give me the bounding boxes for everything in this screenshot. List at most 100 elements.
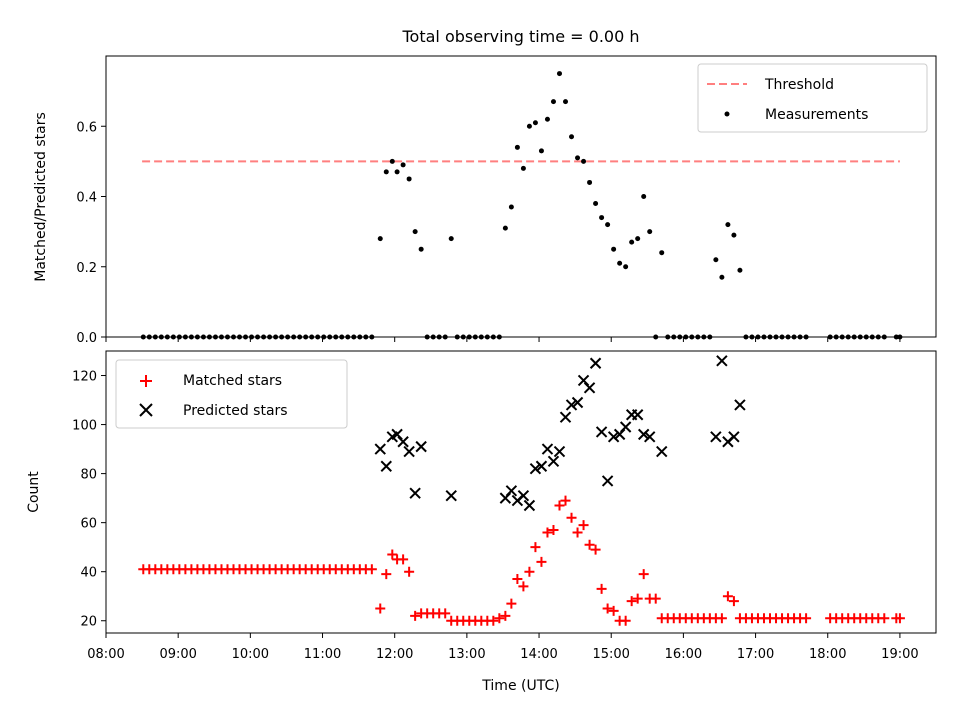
predicted-star-points — [374, 355, 746, 512]
bottom-y-axis: 20 40 60 80 100 120 — [72, 370, 106, 630]
x-tick-label: 10:00 — [232, 647, 269, 662]
matched-star-point — [554, 500, 565, 511]
predicted-star-point — [583, 382, 596, 394]
bottom-x-axis: 08:00 09:00 10:00 11:00 12:00 13:00 14:00 15:00… — [87, 633, 919, 662]
measurement-point — [575, 155, 581, 161]
matched-star-point — [542, 527, 553, 538]
predicted-star-point — [541, 443, 554, 455]
matched-star-point — [608, 605, 619, 616]
matched-star-point — [728, 596, 739, 607]
predicted-star-point — [535, 460, 548, 472]
measurement-point — [581, 158, 587, 164]
measurement-point — [611, 246, 617, 252]
matched-star-point — [626, 596, 637, 607]
measurement-point — [641, 194, 647, 199]
legend-threshold-label: Threshold — [764, 77, 834, 93]
predicted-star-point — [517, 489, 530, 502]
predicted-star-point — [529, 462, 542, 475]
matched-star-point — [488, 615, 499, 626]
measurement-point — [400, 162, 406, 168]
legend-matched-swatch — [140, 375, 152, 387]
predicted-star-point — [565, 399, 578, 411]
bottom-y-tick-label: 40 — [80, 566, 97, 581]
measurement-point — [623, 264, 629, 270]
predicted-star-point — [380, 460, 392, 472]
measurement-point — [538, 148, 544, 154]
x-tick-label: 12:00 — [376, 647, 413, 662]
x-tick-label: 13:00 — [448, 647, 485, 662]
bottom-legend: Matched stars Predicted stars — [115, 359, 348, 429]
matched-star-point — [632, 593, 643, 604]
matched-star-point — [638, 569, 649, 580]
measurement-point — [659, 250, 665, 256]
bottom-y-tick-label: 100 — [72, 419, 97, 434]
matched-star-point — [536, 556, 547, 567]
measurement-point — [599, 215, 605, 221]
measurement-point — [719, 274, 725, 280]
x-tick-label: 14:00 — [520, 647, 557, 662]
matched-star-point — [500, 610, 511, 621]
matched-star-point — [578, 520, 589, 531]
matched-star-point — [381, 569, 392, 580]
predicted-star-point — [728, 431, 740, 443]
x-tick-label: 08:00 — [87, 647, 124, 662]
measurement-point — [617, 260, 623, 266]
measurement-point — [647, 229, 653, 235]
bottom-y-axis-label: Count — [26, 471, 42, 513]
predicted-star-point — [601, 475, 614, 487]
measurement-point — [725, 222, 731, 228]
predicted-star-point — [644, 431, 656, 443]
matched-star-point — [716, 613, 727, 624]
matched-star-point — [387, 549, 398, 560]
matched-star-point — [375, 603, 386, 614]
bottom-plot-frame — [105, 350, 937, 634]
matched-star-point — [590, 544, 601, 555]
matched-star-point — [494, 613, 505, 624]
measurement-point — [406, 176, 412, 182]
legend-matched-label: Matched stars — [183, 373, 282, 389]
predicted-star-point — [553, 445, 566, 458]
measurement-point — [389, 158, 395, 164]
predicted-star-point — [374, 443, 386, 455]
bottom-y-tick-label: 60 — [80, 517, 97, 532]
measurement-point — [377, 236, 383, 242]
measurement-point — [383, 169, 389, 175]
matched-star-point — [548, 525, 559, 536]
predicted-star-point — [409, 487, 421, 499]
predicted-star-point — [505, 485, 518, 497]
legend-measurements-label: Measurements — [765, 107, 868, 123]
measurement-point — [526, 123, 532, 129]
measurement-point — [532, 120, 538, 126]
x-axis-label: Time (UTC) — [481, 678, 559, 694]
predicted-star-point — [415, 440, 427, 453]
top-y-axis: 0.0 0.2 0.4 0.6 — [76, 120, 106, 346]
predicted-star-point — [619, 421, 632, 433]
matched-star-point — [440, 608, 451, 619]
top-plot-frame — [105, 55, 937, 338]
predicted-star-point — [547, 455, 560, 468]
matched-star-point — [566, 512, 577, 523]
matched-star-point — [506, 598, 517, 609]
measurement-point — [587, 179, 593, 185]
top-y-tick-label: 0.6 — [76, 120, 97, 135]
matched-star-point — [596, 583, 607, 594]
x-tick-label: 16:00 — [665, 647, 702, 662]
bottom-y-tick-label: 80 — [80, 468, 97, 483]
matched-star-point — [410, 610, 421, 621]
bottom-legend-box — [115, 359, 348, 429]
matched-star-point — [620, 615, 631, 626]
matched-star-point — [560, 495, 571, 506]
predicted-star-point — [445, 489, 457, 502]
matched-star-point — [879, 613, 890, 624]
top-panel: Total observing time = 0.00 h 0.00.20.40… — [33, 27, 937, 346]
predicted-star-point — [734, 399, 746, 411]
measurement-point — [593, 201, 599, 207]
measurement-point — [508, 204, 514, 210]
measurement-point — [394, 169, 400, 175]
measurement-point — [550, 99, 556, 105]
predicted-star-point — [716, 355, 728, 367]
chart-title: Total observing time = 0.00 h — [401, 27, 639, 46]
measurement-point — [731, 232, 737, 238]
x-tick-label: 18:00 — [809, 647, 846, 662]
